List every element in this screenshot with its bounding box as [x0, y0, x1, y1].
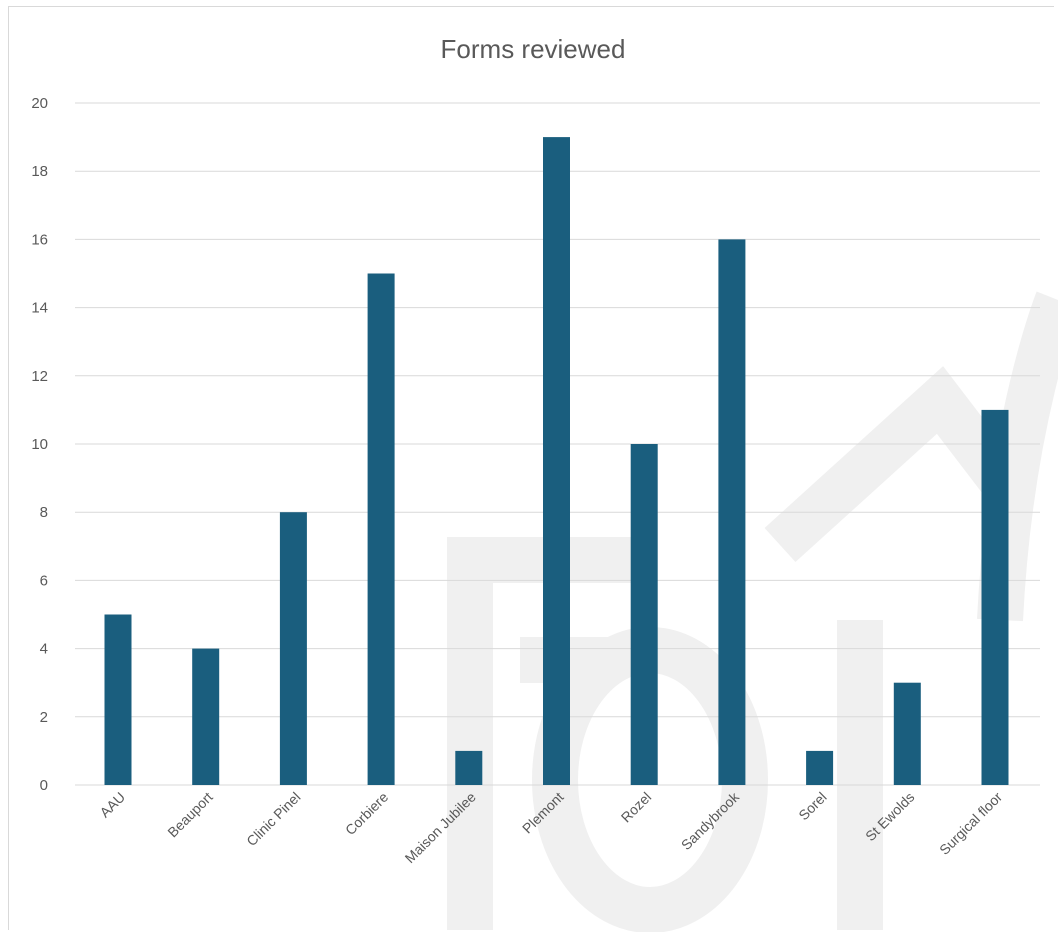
bar-plemont	[543, 137, 570, 786]
y-tick-label: 12	[31, 368, 48, 385]
x-category-label: Rozel	[618, 789, 655, 826]
bar-maison-jubilee	[455, 750, 483, 785]
y-tick-label: 10	[31, 436, 48, 453]
bar-beauport	[192, 648, 220, 785]
bar-rozel	[630, 444, 658, 785]
chart-title: Forms reviewed	[441, 34, 626, 64]
y-tick-label: 0	[40, 777, 48, 794]
bar-corbiere	[367, 273, 395, 785]
bar-st-ewolds	[893, 682, 921, 785]
y-axis-ticks: 0 2 4 6 8 10 12 14 16 18 20	[31, 95, 48, 794]
y-tick-label: 6	[40, 572, 48, 589]
x-category-label: Corbiere	[342, 789, 391, 838]
x-category-label: Sorel	[795, 789, 829, 823]
x-category-label: Surgical floor	[936, 789, 1005, 858]
x-category-label: AAU	[96, 789, 128, 821]
bar-clinic-pinel	[279, 512, 307, 785]
y-tick-label: 14	[31, 300, 48, 317]
x-category-label: Beauport	[164, 789, 216, 841]
y-tick-label: 8	[40, 504, 48, 521]
y-tick-label: 4	[40, 641, 48, 658]
bar-sandybrook	[718, 239, 746, 785]
y-tick-label: 18	[31, 163, 48, 180]
bar-sorel	[806, 750, 834, 785]
x-category-label: Clinic Pinel	[243, 789, 303, 849]
bar-surgical-floor	[981, 409, 1009, 785]
y-tick-label: 2	[40, 709, 48, 726]
y-tick-label: 20	[31, 95, 48, 112]
y-tick-label: 16	[31, 231, 48, 248]
bars	[104, 137, 1009, 786]
chart-frame	[8, 6, 1054, 930]
bar-aau	[104, 614, 132, 785]
